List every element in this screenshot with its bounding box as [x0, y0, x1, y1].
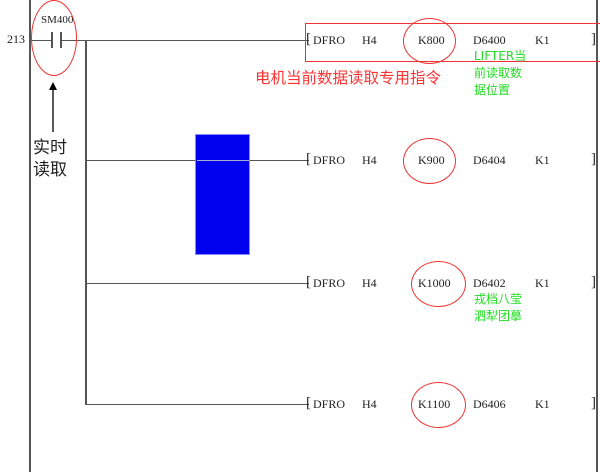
operand-n[interactable]: K1 — [535, 276, 550, 290]
rung-wire — [197, 160, 249, 162]
right-power-rail — [596, 0, 598, 472]
rung-wire — [85, 404, 309, 406]
device-comment: 据位置 — [474, 83, 511, 97]
instruction-op[interactable]: DFRO — [313, 397, 346, 411]
highlight-ellipse-k — [403, 138, 456, 184]
operand-h[interactable]: H4 — [362, 153, 377, 167]
instruction-bracket-close: ] — [591, 395, 596, 411]
operand-h[interactable]: H4 — [362, 276, 377, 290]
annotation-red: 电机当前数据读取专用指令 — [255, 69, 442, 87]
instruction-bracket-open: [ — [306, 31, 311, 47]
branch-wire — [85, 40, 87, 405]
instruction-bracket-close: ] — [591, 274, 596, 290]
device-comment: LIFTER当 — [474, 49, 527, 63]
device-comment: 泗犁团摹 — [474, 309, 523, 323]
instruction-op[interactable]: DFRO — [313, 153, 346, 167]
cursor-selection[interactable] — [195, 134, 250, 255]
device-comment: 戎档八莹 — [474, 292, 523, 306]
highlight-ellipse-k — [403, 18, 456, 64]
instruction-bracket-open: [ — [306, 151, 311, 167]
instruction-bracket-open: [ — [306, 274, 311, 290]
operand-d[interactable]: D6406 — [473, 397, 506, 411]
annotation-realtime: 实时 — [33, 138, 67, 158]
instruction-bracket-close: ] — [591, 31, 596, 47]
arrow-up-icon — [49, 82, 57, 132]
highlight-rect — [305, 23, 600, 62]
instruction-bracket-open: [ — [306, 395, 311, 411]
instruction-op[interactable]: DFRO — [313, 276, 346, 290]
operand-d[interactable]: D6402 — [473, 276, 506, 290]
rung-wire — [61, 40, 309, 42]
operand-d[interactable]: D6400 — [473, 33, 506, 47]
rung-wire — [85, 283, 309, 285]
highlight-ellipse-k — [411, 261, 466, 307]
highlight-ellipse-k — [411, 382, 466, 428]
operand-d[interactable]: D6404 — [473, 153, 506, 167]
operand-h[interactable]: H4 — [362, 397, 377, 411]
device-comment: 前读取数 — [474, 66, 523, 80]
instruction-op[interactable]: DFRO — [313, 33, 346, 47]
operand-n[interactable]: K1 — [535, 153, 550, 167]
left-power-rail — [29, 0, 31, 472]
annotation-read: 读取 — [33, 160, 67, 180]
highlight-ellipse-contact — [31, 0, 77, 76]
operand-n[interactable]: K1 — [535, 33, 550, 47]
operand-h[interactable]: H4 — [362, 33, 377, 47]
instruction-bracket-close: ] — [591, 151, 596, 167]
step-number: 213 — [7, 32, 25, 46]
operand-n[interactable]: K1 — [535, 397, 550, 411]
